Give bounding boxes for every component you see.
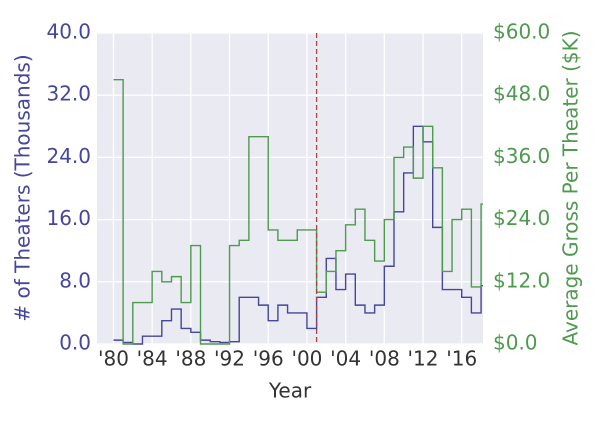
x-tick-label: '80 [98,347,129,371]
x-tick-label: '96 [253,347,284,371]
y-tick-label: 0.0 [59,331,91,355]
x-tick-label: '16 [446,347,477,371]
y2-tick-label: $0.0 [493,331,538,355]
y2-tick-label: $12.0 [493,268,550,292]
y-tick-label: 32.0 [46,82,91,106]
x-axis-title: Year [268,379,312,403]
y2-axis-title: Average Gross Per Theater ($K) [559,30,583,345]
y-axis-title: # of Theaters (Thousands) [11,54,35,321]
x-tick-label: '88 [175,347,206,371]
y2-tick-label: $24.0 [493,206,550,230]
y2-tick-label: $48.0 [493,82,550,106]
y-tick-label: 24.0 [46,144,91,168]
x-tick-label: '84 [137,347,168,371]
plot-area [97,33,483,344]
x-tick-label: '04 [330,347,361,371]
x-tick-label: '08 [369,347,400,371]
x-tick-label: '92 [214,347,245,371]
y-tick-label: 40.0 [46,20,91,44]
y2-tick-label: $60.0 [493,20,550,44]
y-tick-label: 16.0 [46,206,91,230]
y-tick-label: 8.0 [59,268,91,292]
x-tick-label: '00 [291,347,322,371]
y2-tick-label: $36.0 [493,144,550,168]
x-tick-label: '12 [408,347,439,371]
